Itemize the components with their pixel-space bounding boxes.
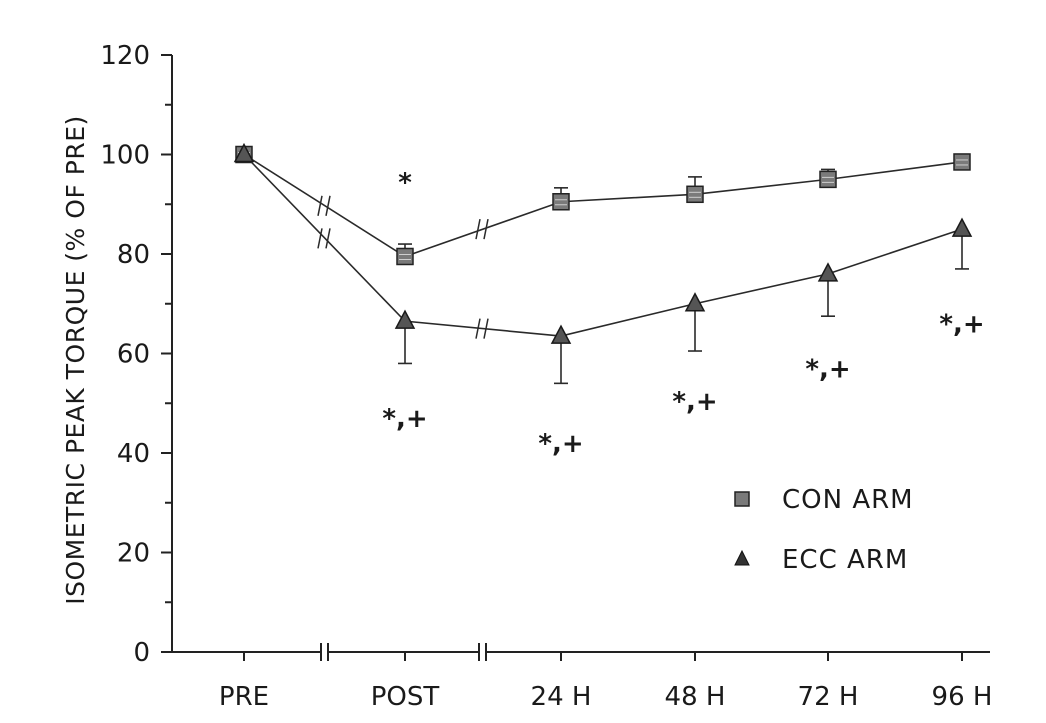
line-break-mark xyxy=(483,218,489,240)
data-point-square xyxy=(396,247,414,266)
line-break-mark xyxy=(483,318,489,339)
annotations: * *,+ *,+ *,+ *,+ *,+ xyxy=(382,168,984,459)
significance-annotation: *,+ xyxy=(382,404,427,434)
data-point-triangle xyxy=(394,309,416,329)
x-tick-label: POST xyxy=(371,682,440,712)
line-break-mark xyxy=(475,318,481,339)
legend-label: CON ARM xyxy=(782,485,914,515)
y-tick-label: 20 xyxy=(117,539,150,569)
series-line xyxy=(243,153,963,258)
y-ticks: 0 20 40 60 80 100 120 xyxy=(100,41,172,668)
y-tick-label: 0 xyxy=(133,638,150,668)
series-layer xyxy=(233,142,973,385)
data-point-triangle xyxy=(550,324,572,344)
line-break-mark xyxy=(317,195,323,216)
data-point-square xyxy=(686,185,704,204)
data-point-triangle xyxy=(817,262,839,282)
y-tick-label: 100 xyxy=(100,141,150,171)
significance-annotation: * xyxy=(398,168,412,198)
significance-annotation: *,+ xyxy=(538,429,583,459)
line-break-mark xyxy=(475,218,481,240)
legend: CON ARM ECC ARM xyxy=(734,485,914,575)
line-break-mark xyxy=(325,228,331,249)
data-point-square xyxy=(552,193,570,211)
line-break-mark xyxy=(317,228,323,249)
axes: 0 20 40 60 80 100 120 PRE POST 24 H 48 H 72 H 96 H xyxy=(100,41,992,712)
y-tick-label: 80 xyxy=(117,240,150,270)
data-point-triangle xyxy=(233,142,255,163)
data-point-square xyxy=(953,153,971,171)
series-con-arm xyxy=(235,145,971,266)
y-axis-label: ISOMETRIC PEAK TORQUE (% OF PRE) xyxy=(61,115,90,605)
x-ticks: PRE POST 24 H 48 H 72 H 96 H xyxy=(219,652,993,712)
data-point-square xyxy=(819,170,837,189)
legend-label: ECC ARM xyxy=(782,545,908,575)
series-ecc-arm xyxy=(233,142,973,385)
significance-annotation: *,+ xyxy=(672,387,717,417)
data-point-triangle xyxy=(684,292,706,312)
y-tick-label: 60 xyxy=(117,340,150,370)
y-tick-label: 40 xyxy=(117,439,150,469)
y-tick-label: 120 xyxy=(100,41,150,71)
x-tick-label: 24 H xyxy=(531,682,592,712)
significance-annotation: *,+ xyxy=(939,310,984,340)
line-break-mark xyxy=(325,195,331,216)
legend-triangle-icon xyxy=(734,549,750,566)
significance-annotation: *,+ xyxy=(805,354,850,384)
x-tick-label: 48 H xyxy=(665,682,726,712)
x-tick-label: 72 H xyxy=(798,682,859,712)
x-tick-label: PRE xyxy=(219,682,269,712)
series-line xyxy=(243,153,963,337)
x-tick-label: 96 H xyxy=(932,682,993,712)
data-point-triangle xyxy=(951,217,973,237)
legend-square-icon xyxy=(734,491,750,507)
x-axis xyxy=(172,643,990,661)
